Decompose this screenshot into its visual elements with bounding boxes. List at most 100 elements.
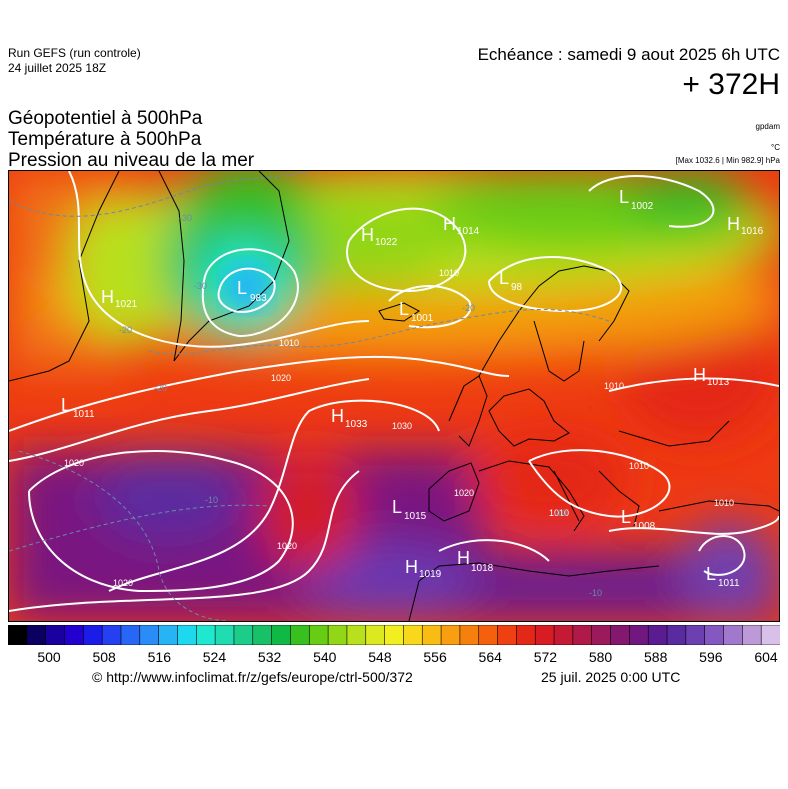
colorbar-swatch — [384, 625, 405, 645]
colorbar-swatch — [64, 625, 85, 645]
colorbar-tick-label: 508 — [92, 649, 116, 665]
isobar-label: 1010 — [629, 461, 649, 471]
isobar-label: 1010 — [604, 381, 624, 391]
low-1011b-value: 1011 — [718, 578, 740, 589]
isobar-label: 1020 — [271, 373, 291, 383]
isobar-label: 1010 — [439, 268, 459, 278]
colorbar-tick-label: 580 — [588, 649, 613, 665]
forecast-valid-time: Echéance : samedi 9 aout 2025 6h UTC — [477, 45, 780, 64]
colorbar-swatch — [308, 625, 329, 645]
colorbar-swatch — [290, 625, 311, 645]
colorbar-swatch — [26, 625, 47, 645]
high-1021-marker: H — [101, 287, 114, 307]
temp-label: -30 — [194, 281, 207, 291]
colorbar-tick-label: 524 — [202, 649, 227, 665]
colorbar-tick-label: 564 — [478, 649, 502, 665]
isobars — [9, 171, 779, 612]
high-1019-marker: H — [405, 557, 418, 577]
colorbar-tick-label: 516 — [147, 649, 171, 665]
colorbar-swatch — [516, 625, 537, 645]
low-1015-value: 1015 — [404, 511, 427, 522]
colorbar-swatch — [760, 625, 780, 645]
unit-gpdam: gpdam — [755, 122, 780, 131]
colorbar-swatch — [742, 625, 762, 645]
isobar-label: 1010 — [279, 338, 299, 348]
isobar-label: 1010 — [549, 508, 569, 518]
colorbar-swatch — [252, 625, 273, 645]
temp-label: -30 — [179, 213, 192, 223]
pressure-centers: L 983 L 1002 L 1001 L 1011 L 1015 L 1008… — [61, 187, 764, 589]
colorbar-swatch — [704, 625, 725, 645]
low-1001-value: 1001 — [411, 313, 434, 324]
low-983-marker: L — [237, 278, 247, 298]
low-983-value: 983 — [250, 293, 267, 304]
low-1002-marker: L — [619, 187, 629, 207]
field-temperature: Température à 500hPa — [8, 129, 202, 150]
field-pressure: Pression au niveau de la mer — [8, 150, 255, 171]
high-1019-value: 1019 — [419, 569, 442, 580]
colorbar-swatch — [195, 625, 216, 645]
low-1011-marker: L — [61, 395, 71, 415]
run-timestamp: 25 juil. 2025 0:00 UTC — [541, 669, 681, 685]
geopotential-shading — [9, 171, 779, 621]
forecast-lead-time: + 372H — [682, 68, 780, 101]
colorbar-tick-label: 540 — [313, 649, 337, 665]
weather-map: L 983 L 1002 L 1001 L 1011 L 1015 L 1008… — [8, 170, 780, 622]
low-1008-marker: L — [621, 507, 631, 527]
colorbar-swatch — [553, 625, 574, 645]
run-date: 24 juillet 2025 18Z — [8, 61, 107, 75]
unit-celsius: °C — [771, 143, 780, 152]
low-98-value: 98 — [511, 282, 523, 293]
colorbar-swatch — [271, 625, 292, 645]
colorbar-swatch — [233, 625, 254, 645]
high-1016-value: 1016 — [741, 226, 764, 237]
temp-label: -20 — [154, 383, 167, 393]
colorbar-swatch — [45, 625, 66, 645]
high-1016-marker: H — [727, 214, 740, 234]
low-1015-marker: L — [392, 497, 402, 517]
high-1014-marker: H — [443, 214, 456, 234]
colorbar-swatch — [610, 625, 631, 645]
high-1013-value: 1013 — [707, 377, 730, 388]
temp-label: -10 — [589, 588, 602, 598]
isobar-label: 1030 — [392, 421, 412, 431]
colorbar-swatch — [459, 625, 480, 645]
high-1033-marker: H — [331, 406, 344, 426]
colorbar-swatch — [534, 625, 555, 645]
colorbar-swatch — [666, 625, 687, 645]
colorbar-swatch — [723, 625, 744, 645]
colorbar-swatch — [591, 625, 612, 645]
colorbar-swatch — [346, 625, 367, 645]
high-1021-value: 1021 — [115, 299, 138, 310]
colorbar-swatch — [83, 625, 103, 645]
low-1002-value: 1002 — [631, 201, 654, 212]
map-canvas: L 983 L 1002 L 1001 L 1011 L 1015 L 1008… — [9, 171, 779, 621]
colorbar-tick-label: 500 — [37, 649, 61, 665]
colorbar-swatch — [177, 625, 198, 645]
low-1008-value: 1008 — [633, 521, 656, 532]
isobar-label: 1020 — [113, 578, 133, 588]
colorbar-swatch — [572, 625, 593, 645]
source-credit: © http://www.infoclimat.fr/z/gefs/europe… — [92, 669, 413, 685]
temp-label: -20 — [462, 303, 475, 313]
high-1033-value: 1033 — [345, 419, 368, 430]
colorbar-swatch — [403, 625, 424, 645]
temperature-labels: -30 -30 -20 -20 -20 -10 -10 -10 — [119, 213, 602, 598]
high-1014-value: 1014 — [457, 226, 480, 237]
colorbar-swatch — [120, 625, 141, 645]
colorbar-swatch — [421, 625, 442, 645]
colorbar-swatch — [647, 625, 668, 645]
temperature-contours — [9, 171, 610, 621]
run-title: Run GEFS (run controle) — [8, 46, 141, 60]
colorbar-swatch — [685, 625, 706, 645]
high-1018-marker: H — [457, 548, 470, 568]
colorbar-swatch — [478, 625, 499, 645]
colorbar-swatch — [101, 625, 122, 645]
colorbar-swatch — [158, 625, 179, 645]
colorbar-swatch — [629, 625, 649, 645]
isobar-labels: 1010 1020 1030 1020 1020 1020 1010 1010 … — [64, 268, 734, 588]
colorbar-tick-label: 588 — [644, 649, 668, 665]
low-1001-marker: L — [399, 299, 409, 319]
isobar-label: 1010 — [714, 498, 734, 508]
colorbar — [8, 625, 780, 645]
